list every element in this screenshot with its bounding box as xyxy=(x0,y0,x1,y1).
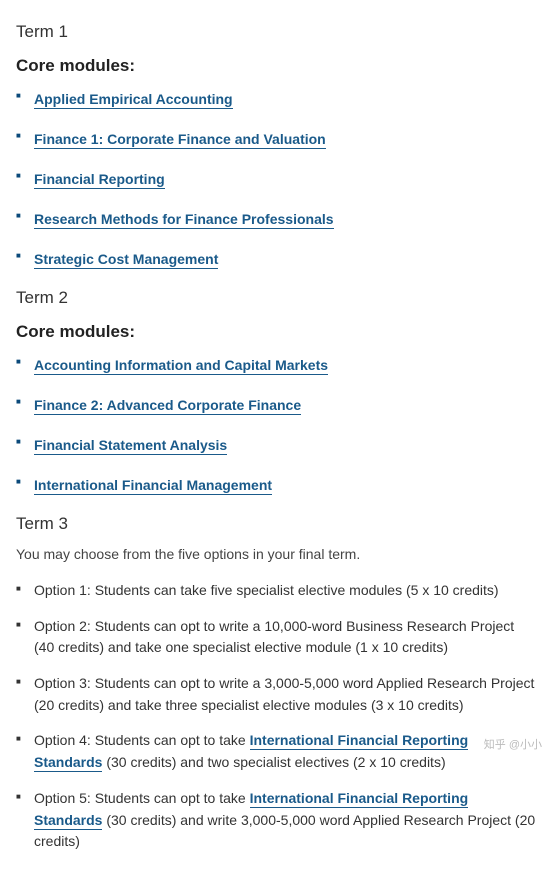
option-text: Option 1: Students can take five special… xyxy=(34,582,499,598)
term2-title: Term 2 xyxy=(16,288,538,308)
list-item: Accounting Information and Capital Marke… xyxy=(16,354,538,378)
list-item: Option 1: Students can take five special… xyxy=(16,580,538,602)
list-item: Option 3: Students can opt to write a 3,… xyxy=(16,673,538,716)
module-link[interactable]: International Financial Management xyxy=(34,477,272,495)
term3-title: Term 3 xyxy=(16,514,538,534)
module-link[interactable]: Applied Empirical Accounting xyxy=(34,91,233,109)
option-text: Option 2: Students can opt to write a 10… xyxy=(34,618,514,656)
option-text: Option 5: Students can opt to take xyxy=(34,790,250,806)
list-item: International Financial Management xyxy=(16,474,538,498)
module-link[interactable]: Finance 1: Corporate Finance and Valuati… xyxy=(34,131,326,149)
list-item: Strategic Cost Management xyxy=(16,248,538,272)
term1-core-label: Core modules: xyxy=(16,56,538,76)
module-link[interactable]: Finance 2: Advanced Corporate Finance xyxy=(34,397,301,415)
module-link[interactable]: Financial Statement Analysis xyxy=(34,437,227,455)
list-item: Finance 2: Advanced Corporate Finance xyxy=(16,394,538,418)
term1-title: Term 1 xyxy=(16,22,538,42)
term1-module-list: Applied Empirical Accounting Finance 1: … xyxy=(16,88,538,272)
module-link[interactable]: Strategic Cost Management xyxy=(34,251,218,269)
list-item: Financial Statement Analysis xyxy=(16,434,538,458)
list-item: Option 4: Students can opt to take Inter… xyxy=(16,730,538,773)
list-item: Option 2: Students can opt to write a 10… xyxy=(16,616,538,659)
module-link[interactable]: Accounting Information and Capital Marke… xyxy=(34,357,328,375)
list-item: Research Methods for Finance Professiona… xyxy=(16,208,538,232)
list-item: Financial Reporting xyxy=(16,168,538,192)
term2-module-list: Accounting Information and Capital Marke… xyxy=(16,354,538,498)
watermark: 知乎 @小小 xyxy=(484,736,542,752)
list-item: Finance 1: Corporate Finance and Valuati… xyxy=(16,128,538,152)
option-text-suffix: (30 credits) and two specialist elective… xyxy=(102,754,445,770)
list-item: Applied Empirical Accounting xyxy=(16,88,538,112)
term3-options-list: Option 1: Students can take five special… xyxy=(16,580,538,853)
term2-core-label: Core modules: xyxy=(16,322,538,342)
module-link[interactable]: Research Methods for Finance Professiona… xyxy=(34,211,334,229)
option-text: Option 4: Students can opt to take xyxy=(34,732,250,748)
term3-note: You may choose from the five options in … xyxy=(16,546,538,562)
option-text-suffix: (30 credits) and write 3,000-5,000 word … xyxy=(34,812,535,850)
module-link[interactable]: Financial Reporting xyxy=(34,171,165,189)
list-item: Option 5: Students can opt to take Inter… xyxy=(16,788,538,853)
option-text: Option 3: Students can opt to write a 3,… xyxy=(34,675,534,713)
